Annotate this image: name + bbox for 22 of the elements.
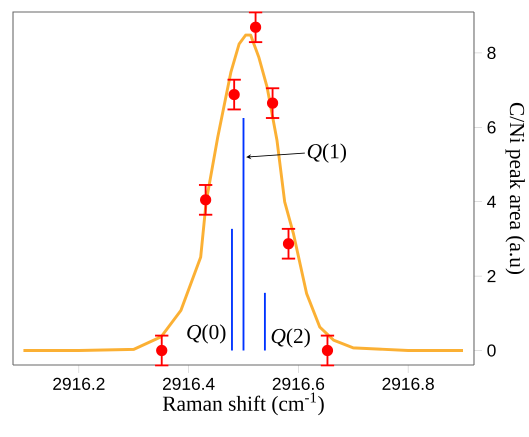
annotation: Q(2) xyxy=(272,328,310,348)
y-tick-label: 6 xyxy=(488,121,496,134)
point xyxy=(228,88,240,100)
x-tick-label: 2916.4 xyxy=(162,378,215,390)
line-series xyxy=(22,34,464,352)
annotation: Q(0) xyxy=(187,324,226,344)
x-tick-label: 2916.8 xyxy=(382,378,434,390)
x-axis-title: Raman shift (cm$^{-1}$) xyxy=(162,392,324,416)
point xyxy=(266,98,278,109)
y-tick-label: 4 xyxy=(487,196,496,208)
y-tick-label: 2 xyxy=(488,270,496,282)
point xyxy=(282,238,294,250)
x-tick-label: 2916.2 xyxy=(53,378,104,390)
point xyxy=(200,194,212,206)
y-tick-label: 0 xyxy=(487,344,496,357)
point xyxy=(156,344,168,356)
y-tick-label: 8 xyxy=(487,46,496,60)
annotation: Q(1) xyxy=(308,143,346,163)
y-axis-title: C/Ni peak area (a.u) xyxy=(506,102,525,274)
x-tick-label: 2916.6 xyxy=(272,378,324,390)
point xyxy=(250,22,262,33)
point xyxy=(322,344,334,356)
